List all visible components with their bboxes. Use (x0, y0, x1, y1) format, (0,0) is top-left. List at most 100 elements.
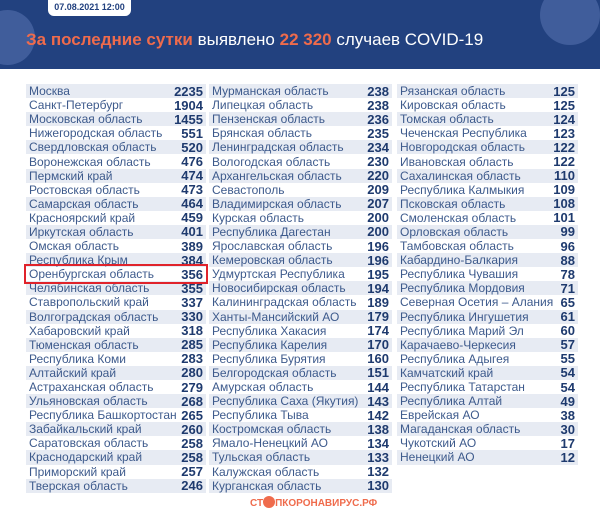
region-row: Ямало-Ненецкий АО 134 (209, 436, 392, 451)
region-name: Курская область (212, 210, 304, 225)
logo-text-left: СТ (250, 498, 264, 509)
region-name: Смоленская область (400, 210, 517, 225)
case-count: 401 (181, 224, 203, 240)
region-row: Республика Бурятия 160 (209, 351, 392, 367)
case-count: 473 (181, 182, 203, 198)
case-count: 122 (553, 154, 575, 170)
region-name: Тюменская область (29, 337, 139, 352)
case-count: 110 (554, 168, 575, 184)
region-name: Рязанская область (400, 84, 506, 99)
region-row: Республика Алтай 49 (397, 393, 578, 409)
headline-count: 22 320 (279, 30, 332, 49)
region-name: Калужская область (212, 464, 320, 479)
region-row: Республика Адыгея 55 (397, 351, 578, 366)
case-count: 30 (560, 421, 575, 437)
case-count: 196 (367, 238, 389, 254)
region-row: Удмуртская Республика 195 (209, 267, 392, 282)
region-row: Ульяновская область 268 (26, 394, 206, 409)
region-name: Орловская область (400, 224, 509, 239)
case-count: 54 (560, 379, 575, 395)
region-row: Ивановская область 122 (397, 154, 578, 170)
region-column-2: Мурманская область 238 Липецкая область 238… (209, 84, 392, 493)
case-count: 464 (181, 196, 203, 212)
case-count: 65 (560, 294, 575, 310)
case-count: 108 (553, 196, 575, 212)
region-name: Севастополь (212, 182, 285, 197)
region-name: Иркутская область (29, 224, 134, 239)
case-count: 61 (560, 309, 575, 325)
region-row: Калининградская область 189 (209, 295, 392, 310)
region-row: Омская область 389 (26, 239, 206, 254)
case-count: 160 (367, 351, 389, 367)
region-row: Рязанская область 125 (397, 84, 578, 99)
region-row: Самарская область 464 (26, 196, 206, 212)
region-name: Свердловская область (29, 140, 157, 155)
region-name: Красноярский край (29, 210, 136, 225)
region-name: Приморский край (29, 464, 126, 479)
region-row: Курганская область 130 (209, 478, 392, 493)
region-row: Новгородская область 122 (397, 140, 578, 155)
region-name: Воронежская область (29, 154, 151, 169)
region-row: Оренбургская область 356 (26, 266, 206, 282)
region-row: Смоленская область 101 (397, 210, 578, 225)
case-count: 384 (181, 252, 203, 268)
region-row: Амурская область 144 (209, 380, 392, 395)
region-name: Чукотский АО (400, 436, 477, 451)
region-row: Новосибирская область 194 (209, 281, 392, 296)
region-row: Забайкальский край 260 (26, 422, 206, 437)
case-count: 17 (560, 435, 575, 451)
case-count: 356 (181, 266, 203, 282)
region-name: Липецкая область (212, 98, 314, 113)
case-count: 49 (560, 393, 575, 409)
case-count: 151 (367, 365, 389, 381)
region-name: Калининградская область (212, 295, 357, 310)
virus-icon (540, 0, 600, 45)
case-count: 174 (367, 323, 389, 339)
case-count: 60 (560, 323, 575, 339)
region-row: Ярославская область 196 (209, 238, 392, 254)
region-name: Ханты-Мансийский АО (212, 309, 340, 324)
region-row: Архангельская область 220 (209, 168, 392, 183)
region-name: Тверская область (29, 478, 128, 493)
region-row: Республика Татарстан 54 (397, 379, 578, 395)
case-count: 355 (181, 280, 203, 296)
region-row: Республика Карелия 170 (209, 337, 392, 352)
case-count: 78 (560, 266, 575, 282)
region-name: Ямало-Ненецкий АО (212, 436, 328, 451)
case-count: 88 (560, 252, 575, 268)
case-count: 133 (367, 449, 389, 465)
region-name: Республика Бурятия (212, 351, 326, 366)
case-count: 236 (367, 111, 389, 127)
region-name: Республика Тыва (212, 408, 309, 423)
region-name: Республика Хакасия (212, 323, 327, 338)
region-row: Карачаево-Черкесия 57 (397, 337, 578, 353)
region-name: Республика Дагестан (212, 224, 331, 239)
case-count: 207 (367, 196, 389, 212)
region-name: Самарская область (29, 196, 139, 211)
region-name: Хабаровский край (29, 323, 130, 338)
region-name: Республика Крым (29, 253, 128, 268)
case-count: 258 (181, 449, 203, 465)
region-name: Республика Адыгея (400, 351, 510, 366)
headline-mid: выявлено (192, 30, 280, 49)
case-count: 57 (560, 337, 575, 353)
case-count: 283 (181, 351, 203, 367)
case-count: 337 (181, 294, 203, 310)
logo-virus-icon (263, 496, 276, 508)
region-name: Омская область (29, 239, 120, 254)
region-row: Санкт-Петербург 1904 (26, 98, 206, 113)
region-row: Тульская область 133 (209, 449, 392, 465)
region-row: Иркутская область 401 (26, 224, 206, 240)
case-count: 330 (181, 309, 203, 325)
region-row: Республика Саха (Якутия) 143 (209, 394, 392, 409)
region-row: Приморский край 257 (26, 464, 206, 479)
region-name: Камчатский край (400, 365, 494, 380)
date-badge: 07.08.2021 12:00 (48, 0, 131, 16)
region-name: Курганская область (212, 478, 322, 493)
region-name: Пермский край (29, 168, 113, 183)
case-count: 71 (560, 280, 575, 296)
region-row: Кировская область 125 (397, 98, 578, 113)
region-name: Ростовская область (29, 182, 140, 197)
region-name: Магаданская область (400, 422, 521, 437)
case-count: 200 (367, 210, 389, 226)
